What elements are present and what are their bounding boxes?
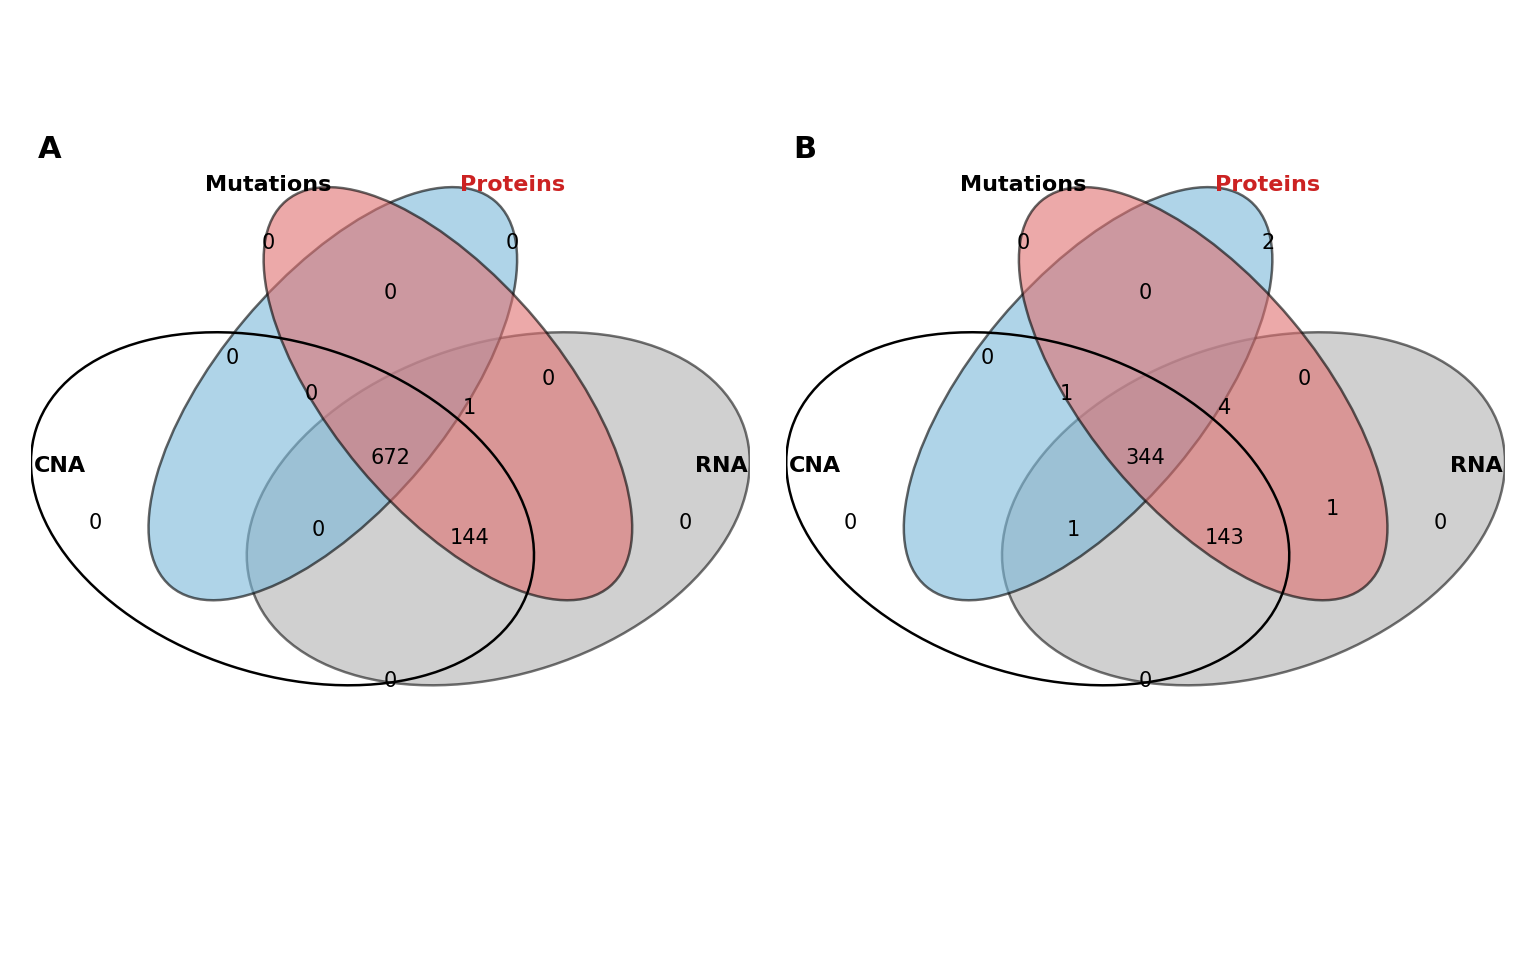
Text: 0: 0 xyxy=(384,283,396,303)
Text: 0: 0 xyxy=(261,232,275,252)
Text: 2: 2 xyxy=(1261,232,1275,252)
Text: 1: 1 xyxy=(1068,520,1080,540)
Text: CNA: CNA xyxy=(788,456,840,475)
Ellipse shape xyxy=(247,332,750,685)
Text: A: A xyxy=(38,134,61,164)
Text: 0: 0 xyxy=(542,370,554,390)
Ellipse shape xyxy=(149,187,518,600)
Ellipse shape xyxy=(1001,332,1505,685)
Text: 0: 0 xyxy=(679,514,691,533)
Text: 344: 344 xyxy=(1126,448,1166,468)
Ellipse shape xyxy=(903,187,1272,600)
Text: Proteins: Proteins xyxy=(1215,175,1321,195)
Text: RNA: RNA xyxy=(1450,456,1502,475)
Text: 672: 672 xyxy=(370,448,410,468)
Text: 0: 0 xyxy=(89,514,101,533)
Text: 0: 0 xyxy=(1017,232,1031,252)
Text: 0: 0 xyxy=(1298,370,1310,390)
Text: 0: 0 xyxy=(505,232,519,252)
Text: 0: 0 xyxy=(226,348,238,368)
Text: 0: 0 xyxy=(304,384,318,404)
Text: 1: 1 xyxy=(1326,499,1339,518)
Text: Mutations: Mutations xyxy=(204,175,332,195)
Text: 0: 0 xyxy=(1140,671,1152,691)
Ellipse shape xyxy=(1018,187,1387,600)
Text: 0: 0 xyxy=(312,520,326,540)
Text: 4: 4 xyxy=(1218,398,1232,418)
Text: 0: 0 xyxy=(384,671,396,691)
Text: 144: 144 xyxy=(450,528,490,547)
Text: Proteins: Proteins xyxy=(461,175,565,195)
Text: 1: 1 xyxy=(462,398,476,418)
Ellipse shape xyxy=(264,187,633,600)
Text: 143: 143 xyxy=(1204,528,1244,547)
Text: B: B xyxy=(793,134,816,164)
Text: 0: 0 xyxy=(1140,283,1152,303)
Text: 0: 0 xyxy=(982,348,994,368)
Text: Mutations: Mutations xyxy=(960,175,1086,195)
Text: 0: 0 xyxy=(1435,514,1447,533)
Text: CNA: CNA xyxy=(34,456,86,475)
Text: RNA: RNA xyxy=(694,456,748,475)
Text: 1: 1 xyxy=(1060,384,1074,404)
Text: 0: 0 xyxy=(845,514,857,533)
